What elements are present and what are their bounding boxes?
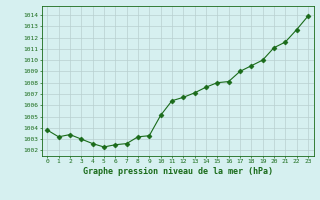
X-axis label: Graphe pression niveau de la mer (hPa): Graphe pression niveau de la mer (hPa) (83, 167, 273, 176)
